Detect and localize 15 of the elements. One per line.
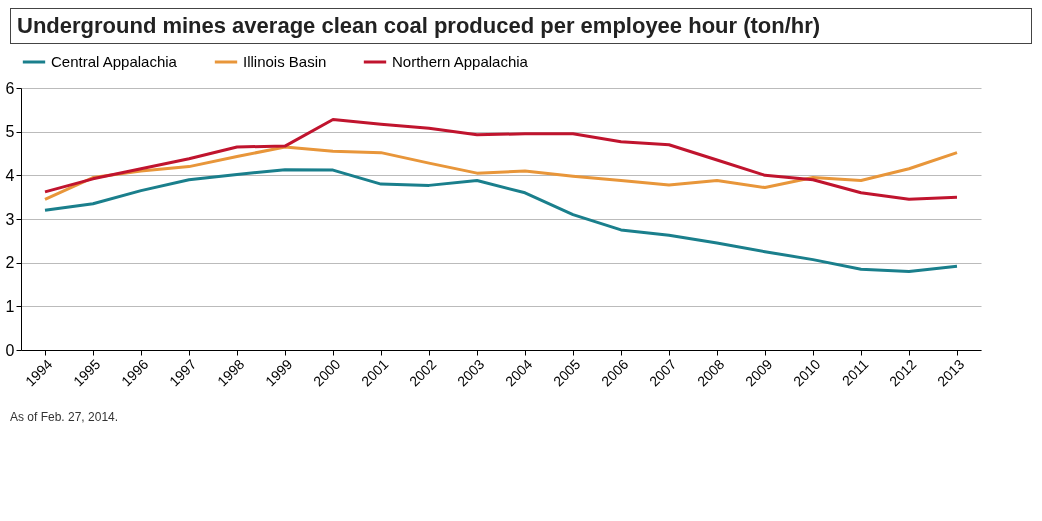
legend-label: Central Appalachia [51,53,178,70]
line-series [43,145,959,201]
y-tick-label: 1 [5,297,15,315]
chart-title: Underground mines average clean coal produced per employee hour (ton/hr) [10,8,1032,44]
line-series [43,168,959,273]
y-tick-label: 2 [5,254,15,272]
legend-label: Northern Appalachia [392,53,529,70]
y-tick-label: 4 [5,166,15,184]
y-tick-label: 3 [5,210,15,228]
y-tick-label: 5 [5,123,15,141]
legend-label: Illinois Basin [243,53,327,70]
text: As of Feb. 27, 2014. [10,410,120,424]
line-series [43,117,959,201]
y-tick-label: 6 [5,79,15,97]
y-tick-label: 0 [5,341,15,359]
